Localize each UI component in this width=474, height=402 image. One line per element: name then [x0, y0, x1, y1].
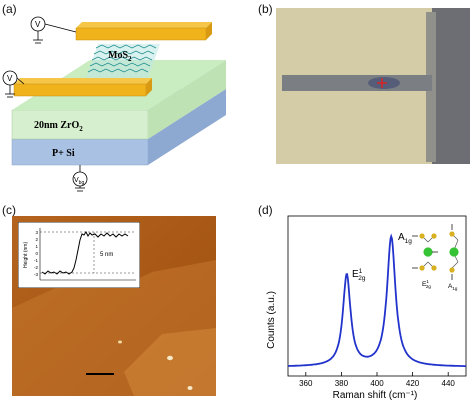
panel-b-label: (b) — [258, 2, 273, 16]
x-tick-label: 360 — [299, 379, 313, 388]
backgate-source — [72, 165, 88, 192]
mode-a-label: A1g — [398, 232, 412, 245]
afm-particle — [118, 340, 122, 344]
height-profile-inset: Height (nm) 3 2 1 0 -1 -2 -3 5 nm — [18, 222, 140, 288]
x-tick-label: 400 — [370, 379, 384, 388]
afm-particle — [167, 355, 173, 361]
voltmeter-2-label: V — [7, 74, 13, 83]
electrode-side — [206, 22, 212, 40]
x-tick-label: 380 — [335, 379, 349, 388]
y-axis-label: Counts (a.u.) — [266, 291, 277, 349]
electrode2-front — [13, 83, 147, 97]
panel-d-label: (d) — [258, 203, 273, 217]
psi-label: P+ Si — [52, 148, 75, 159]
optical-image — [276, 8, 470, 164]
voltmeter-1-label: V — [35, 20, 41, 29]
si-layer-front — [11, 138, 149, 166]
voltmeter-2 — [2, 70, 25, 98]
zro2-label: 20nm ZrO2 — [34, 120, 83, 133]
afm-terrace — [124, 328, 216, 396]
afm-image — [12, 216, 216, 396]
device-schematic: MoS2 20nm ZrO2 P+ Si V V Vbg — [2, 16, 226, 192]
si-layer-side — [148, 89, 226, 165]
electrode-front — [75, 27, 207, 41]
inset-ytick: -3 — [34, 272, 38, 277]
raman-chart: Counts (a.u.) Raman shift (cm⁻¹) 360 380 4… — [266, 215, 467, 400]
plot-frame — [287, 215, 467, 377]
channel-electrode — [282, 75, 432, 91]
raman-spectrum-line — [288, 233, 466, 368]
mos2-label: MoS2 — [108, 50, 132, 63]
voltmeter-1 — [30, 16, 77, 44]
inset-yticks: 3 2 1 0 -1 -2 -3 — [34, 230, 39, 277]
electrode-top — [76, 22, 212, 28]
electrode2-top — [14, 78, 152, 84]
panel-c-label: (c) — [2, 203, 16, 217]
zro2-layer-side — [148, 60, 226, 139]
marker-plus — [377, 78, 387, 88]
inset-ytick: -1 — [34, 258, 38, 263]
backgate-label: Vbg — [74, 177, 84, 186]
panel-a-label: (a) — [2, 2, 17, 16]
inset-ytick: 1 — [35, 244, 38, 249]
inset-ytick: 3 — [35, 230, 38, 235]
inset-ytick: 2 — [35, 237, 38, 242]
inset-ylabel: Height (nm) — [23, 242, 29, 268]
x-tick-label: 440 — [442, 379, 456, 388]
a1g-vibration-schematic: A1g — [448, 224, 459, 291]
electrode2-side — [146, 78, 152, 96]
schematic-e-label: E1 2g — [422, 279, 431, 289]
schematic-a-label: A1g — [448, 283, 458, 291]
mos2-lattice — [86, 44, 160, 78]
right-electrode-strip — [432, 8, 470, 164]
inset-profile — [41, 231, 129, 275]
inset-step-label: 5 nm — [100, 252, 113, 258]
e2g-vibration-schematic: E1 2g — [412, 233, 438, 289]
mode-e-label: E1 2g — [352, 268, 366, 282]
x-axis-label: Raman shift (cm⁻¹) — [333, 390, 418, 400]
inset-ytick: 0 — [35, 251, 38, 256]
inset-ytick: -2 — [34, 265, 38, 270]
x-tick-label: 420 — [406, 379, 420, 388]
afm-particle — [187, 386, 193, 390]
